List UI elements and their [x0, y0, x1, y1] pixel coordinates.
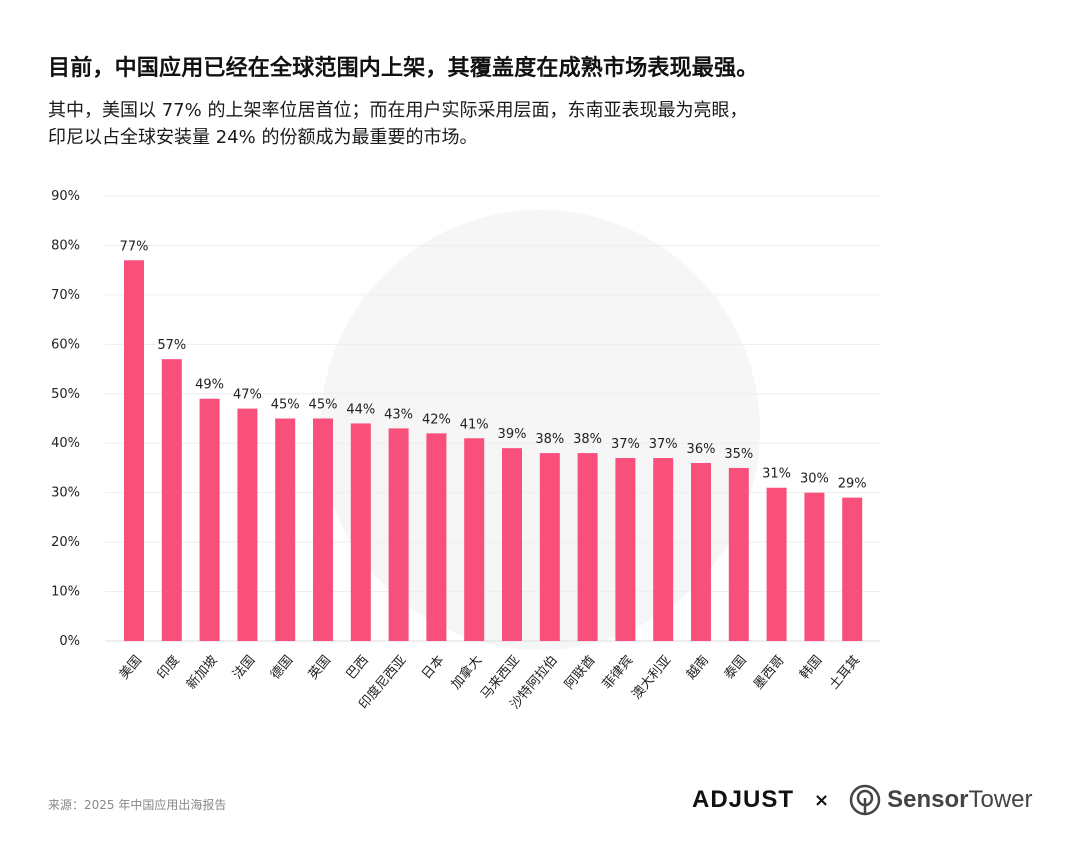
page-title: 目前，中国应用已经在全球范围内上架，其覆盖度在成熟市场表现最强。	[48, 56, 759, 81]
x-tick-label: 日本	[419, 653, 447, 683]
bar	[653, 458, 674, 641]
sensortower-icon	[849, 784, 881, 816]
bar	[275, 418, 296, 641]
data-label: 38%	[535, 432, 564, 447]
bar	[388, 428, 409, 641]
data-label: 39%	[498, 427, 527, 442]
y-tick-label: 30%	[51, 486, 80, 501]
bar	[199, 398, 220, 641]
x-tick-label: 土耳其	[827, 653, 864, 693]
bar	[728, 467, 749, 641]
bar	[124, 260, 144, 641]
x-tick-label: 加拿大	[448, 652, 485, 692]
bar	[766, 487, 787, 641]
x-tick-label: 越南	[683, 652, 712, 682]
bar	[804, 492, 825, 641]
x-tick-label: 墨西哥	[751, 653, 788, 693]
x-tick-label: 巴西	[344, 653, 372, 683]
x-tick-label: 德国	[268, 653, 296, 683]
data-label: 77%	[120, 239, 149, 254]
x-tick-label: 印度	[154, 652, 183, 682]
bar	[426, 433, 447, 641]
y-tick-label: 20%	[51, 535, 80, 550]
data-label: 37%	[649, 437, 678, 452]
data-label: 47%	[233, 388, 262, 403]
sensortower-logo: SensorTower	[849, 784, 1033, 816]
y-tick-label: 90%	[51, 189, 80, 204]
data-label: 36%	[687, 442, 716, 457]
bar	[502, 448, 522, 641]
bar	[577, 453, 598, 641]
x-tick-label: 菲律宾	[599, 652, 636, 692]
bar	[313, 418, 333, 641]
x-tick-label: 韩国	[797, 653, 825, 683]
data-label: 38%	[573, 432, 602, 447]
y-tick-label: 80%	[51, 238, 80, 253]
y-tick-label: 40%	[51, 436, 80, 451]
logos: ADJUST × SensorTower	[692, 784, 1033, 816]
data-label: 35%	[724, 447, 753, 462]
logo-tower-text: Tower	[968, 786, 1033, 813]
bar	[691, 463, 711, 641]
bar	[842, 497, 863, 641]
x-tick-label: 澳大利亚	[629, 652, 675, 702]
bar	[615, 458, 636, 641]
y-tick-label: 0%	[59, 634, 80, 649]
data-label: 45%	[309, 398, 338, 413]
x-tick-label: 法国	[230, 653, 258, 683]
y-tick-label: 60%	[51, 337, 80, 352]
data-label: 45%	[271, 398, 300, 413]
data-label: 29%	[838, 477, 867, 492]
data-label: 41%	[460, 417, 489, 432]
logo-sensor-text: Sensor	[887, 786, 969, 813]
data-label: 37%	[611, 437, 640, 452]
x-tick-label: 新加坡	[183, 652, 220, 692]
bar	[237, 408, 258, 641]
adjust-logo: ADJUST	[692, 786, 795, 813]
data-label: 31%	[762, 467, 791, 482]
subtitle-line-1: 其中，美国以 77% 的上架率位居首位；而在用户实际采用层面，东南亚表现最为亮眼…	[48, 100, 748, 121]
subtitle-line-2: 印尼以占全球安装量 24% 的份额成为最重要的市场。	[48, 127, 478, 148]
data-label: 42%	[422, 412, 451, 427]
x-tick-label: 泰国	[722, 653, 750, 683]
source-note: 来源：2025 年中国应用出海报告	[48, 798, 227, 812]
data-label: 49%	[195, 378, 224, 393]
logo-separator: ×	[814, 789, 830, 811]
x-tick-label: 美国	[117, 653, 145, 683]
data-label: 43%	[384, 407, 413, 422]
page-subtitle: 其中，美国以 77% 的上架率位居首位；而在用户实际采用层面，东南亚表现最为亮眼…	[48, 97, 747, 151]
bar	[464, 438, 485, 641]
x-tick-label: 阿联酋	[561, 652, 598, 692]
bar-chart: 0% 10% 20% 30% 40% 50% 60% 70% 80% 90% 77% 美国 57% 印度 4…	[51, 189, 880, 712]
bar	[350, 423, 371, 641]
data-label: 44%	[346, 402, 375, 417]
bar	[539, 453, 560, 641]
x-tick-label: 英国	[306, 653, 334, 683]
bar	[161, 359, 182, 641]
data-label: 57%	[157, 338, 186, 353]
y-tick-label: 10%	[51, 585, 80, 600]
data-label: 30%	[800, 472, 829, 487]
y-tick-label: 50%	[51, 387, 80, 402]
y-tick-label: 70%	[51, 288, 80, 303]
